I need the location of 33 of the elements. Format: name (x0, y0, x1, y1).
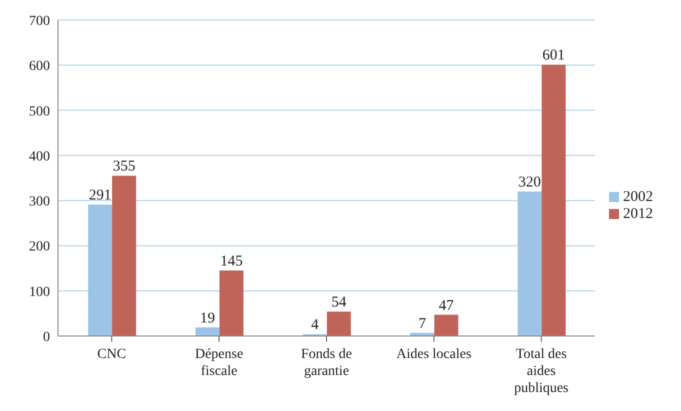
legend-label: 2002 (623, 188, 653, 204)
x-tick-label: CNC (97, 347, 126, 362)
x-tick-label: Aides locales (396, 347, 472, 362)
y-tick-label: 400 (29, 149, 50, 164)
y-tick-label: 300 (29, 194, 50, 210)
data-label: 320 (518, 174, 541, 191)
y-tick-label: 200 (29, 240, 50, 255)
bar (88, 204, 112, 336)
y-tick-label: 100 (29, 284, 50, 300)
bar (112, 176, 136, 336)
data-label: 54 (331, 294, 347, 311)
data-label: 291 (88, 188, 112, 204)
bar (219, 270, 244, 336)
y-tick-label: 700 (29, 14, 50, 29)
bar (195, 327, 220, 336)
bar (542, 64, 566, 336)
bar (434, 314, 458, 336)
data-label: 355 (112, 158, 136, 175)
data-label: 601 (542, 48, 565, 64)
data-label: 47 (438, 298, 454, 314)
x-tick-label: Total des aides publiques (514, 347, 569, 396)
bar (326, 312, 351, 336)
x-tick-label: Fonds de garantie (301, 347, 352, 379)
bar (518, 192, 542, 336)
data-label: 19 (200, 310, 215, 326)
data-label: 7 (418, 316, 427, 332)
y-tick-label: 600 (29, 59, 50, 74)
y-tick-label: 500 (29, 104, 50, 120)
legend-label: 2012 (623, 206, 653, 222)
y-tick-label: 0 (43, 330, 50, 345)
x-tick-label: Dépense fiscale (195, 347, 244, 379)
data-label: 145 (220, 254, 243, 270)
data-label: 4 (311, 317, 320, 334)
